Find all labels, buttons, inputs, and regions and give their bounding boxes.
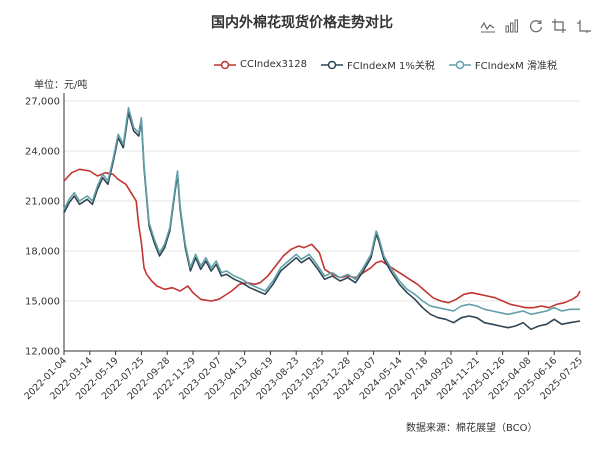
legend-swatch-fcindex-sliding: [448, 60, 471, 69]
crop-corner-icon[interactable]: [574, 17, 594, 35]
legend-swatch-fcindex-1pct: [320, 60, 343, 69]
y-tick-label: 18,000: [25, 247, 60, 258]
y-axis-unit-label: 单位：元/吨: [34, 80, 88, 91]
series-line-0[interactable]: [63, 168, 581, 309]
y-tick-label: 27,000: [25, 97, 60, 108]
y-tick-label: 24,000: [25, 147, 60, 158]
legend-label-fcindex-sliding: FCIndexM 滑准税: [474, 61, 557, 72]
legend-label-ccindex: CCIndex3128: [240, 59, 307, 70]
chart-title: 国内外棉花现货价格走势对比: [211, 15, 393, 31]
legend-item-fcindex-sliding[interactable]: FCIndexM 滑准税: [448, 57, 557, 72]
legend-swatch-ccindex: [214, 60, 236, 69]
line-chart-icon[interactable]: [478, 17, 498, 35]
chart-toolbox: [478, 17, 594, 35]
chart-legend: CCIndex3128 FCIndexM 1%关税 FCIndexM 滑准税: [214, 57, 557, 72]
series-line-1[interactable]: [63, 111, 581, 331]
data-source-note: 数据来源：棉花展望（BCO）: [406, 423, 538, 434]
series-line-2[interactable]: [63, 106, 580, 316]
legend-label-fcindex-1pct: FCIndexM 1%关税: [346, 61, 435, 72]
y-tick-label: 12,000: [25, 347, 60, 358]
restore-icon[interactable]: [526, 17, 546, 35]
crop-icon[interactable]: [550, 17, 570, 35]
legend-item-ccindex[interactable]: CCIndex3128: [214, 57, 307, 72]
y-tick-label: 15,000: [25, 297, 60, 308]
legend-item-fcindex-1pct[interactable]: FCIndexM 1%关税: [320, 57, 435, 72]
bar-chart-icon[interactable]: [502, 17, 522, 35]
y-tick-label: 21,000: [25, 197, 60, 208]
